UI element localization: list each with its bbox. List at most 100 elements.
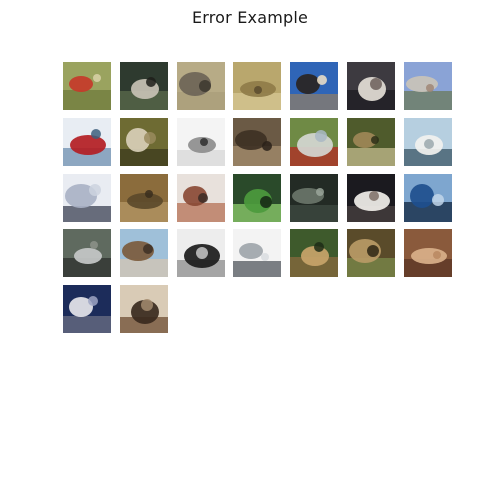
thumbnail-ground [120, 91, 168, 110]
thumbnail-ground [63, 206, 111, 222]
thumbnail-image [404, 174, 452, 222]
frog-green-thumb [233, 174, 281, 222]
thumbnail-ground [120, 317, 168, 333]
thumbnail-ground [404, 259, 452, 277]
deer-woods-thumb [347, 118, 395, 166]
thumbnail-ground [347, 148, 395, 166]
thumbnail-accent [199, 80, 211, 92]
boat-thumb [63, 118, 111, 166]
airplane-thumb [63, 62, 111, 110]
car-silver-thumb [63, 174, 111, 222]
thumbnail-accent [93, 74, 101, 82]
car-white-thumb [177, 118, 225, 166]
thumbnail-image [177, 229, 225, 277]
frog-thumb [233, 118, 281, 166]
thumbnail-accent [371, 136, 379, 144]
frog-dark-thumb [290, 174, 338, 222]
thumbnail-ground [177, 92, 225, 110]
thumbnail-subject [297, 133, 333, 157]
thumbnail-ground [347, 206, 395, 222]
deer-grass-thumb [120, 118, 168, 166]
thumbnail-ground [233, 146, 281, 166]
frog-mud-thumb [290, 229, 338, 277]
thumbnail-subject [126, 128, 150, 152]
thumbnail-accent [315, 130, 327, 142]
thumbnail-image [63, 285, 111, 333]
thumbnail-image [63, 229, 111, 277]
thumbnail-subject [239, 243, 263, 259]
cat-black-thumb [347, 62, 395, 110]
thumbnail-accent [262, 141, 272, 151]
thumbnail-image [404, 62, 452, 110]
thumbnail-accent [143, 244, 153, 254]
thumbnail-image [233, 174, 281, 222]
thumbnail-accent [90, 241, 98, 249]
thumbnail-image [120, 62, 168, 110]
thumbnail-ground [63, 90, 111, 110]
thumbnail-accent [433, 251, 441, 259]
thumbnail-accent [424, 139, 434, 149]
cat-lying-thumb [404, 229, 452, 277]
thumbnail-accent [91, 129, 101, 139]
thumbnail-ground [290, 94, 338, 110]
thumbnail-ground [177, 203, 225, 222]
truck-thumb [404, 62, 452, 110]
figure-title: Error Example [191, 8, 309, 27]
thumbnail-ground [347, 258, 395, 277]
thumbnail-accent [89, 184, 101, 196]
person-horse-thumb [347, 174, 395, 222]
thumbnail-accent [254, 86, 262, 94]
cat-frame-thumb [290, 62, 338, 110]
thumbnail-accent [141, 299, 153, 311]
thumbnail-image [120, 229, 168, 277]
thumbnail-accent [432, 194, 444, 206]
thumbnail-image [233, 118, 281, 166]
thumbnail-image [63, 62, 111, 110]
thumbnail-accent [198, 193, 208, 203]
thumbnail-accent [370, 78, 382, 90]
thumbnail-accent [144, 132, 156, 144]
thumbnail-subject [354, 191, 390, 211]
thumbnail-accent [367, 245, 379, 257]
frog-brown-thumb [120, 174, 168, 222]
cow-thumb [120, 62, 168, 110]
thumbnail-subject [127, 193, 163, 209]
thumbnail-ground [63, 316, 111, 333]
car-black-white-thumb [177, 229, 225, 277]
car-small-white-thumb [233, 229, 281, 277]
airplane-field-thumb [290, 118, 338, 166]
thumbnail-image [347, 62, 395, 110]
thumbnail-ground [233, 204, 281, 222]
thumbnail-image [290, 118, 338, 166]
thumbnail-ground [63, 258, 111, 277]
thumbnail-subject [70, 135, 106, 155]
thumbnail-accent [196, 247, 208, 259]
thumbnail-image [290, 229, 338, 277]
thumbnail-accent [261, 253, 269, 261]
horse-brown-thumb [120, 285, 168, 333]
horse-thumb [177, 174, 225, 222]
thumbnail-accent [316, 188, 324, 196]
ship-white-thumb [404, 118, 452, 166]
thumbnail-image [347, 229, 395, 277]
thumbnail-accent [146, 77, 156, 87]
thumbnail-image [177, 62, 225, 110]
thumbnail-ground [233, 261, 281, 277]
thumbnail-image [290, 174, 338, 222]
thumbnail-subject [411, 248, 447, 264]
thumbnail-image [233, 62, 281, 110]
thumbnail-image [404, 229, 452, 277]
thumbnail-subject [69, 76, 93, 92]
thumbnail-image [347, 174, 395, 222]
airliner-thumb [63, 285, 111, 333]
thumbnail-image [63, 174, 111, 222]
thumbnail-subject [235, 130, 267, 150]
thumbnail-subject [353, 132, 377, 148]
ostrich-thumb [177, 62, 225, 110]
thumbnail-image [63, 118, 111, 166]
thumbnail-accent [317, 75, 327, 85]
thumbnail-image [233, 229, 281, 277]
thumbnail-image [404, 118, 452, 166]
thumbnail-ground [233, 93, 281, 110]
thumbnail-image [347, 118, 395, 166]
